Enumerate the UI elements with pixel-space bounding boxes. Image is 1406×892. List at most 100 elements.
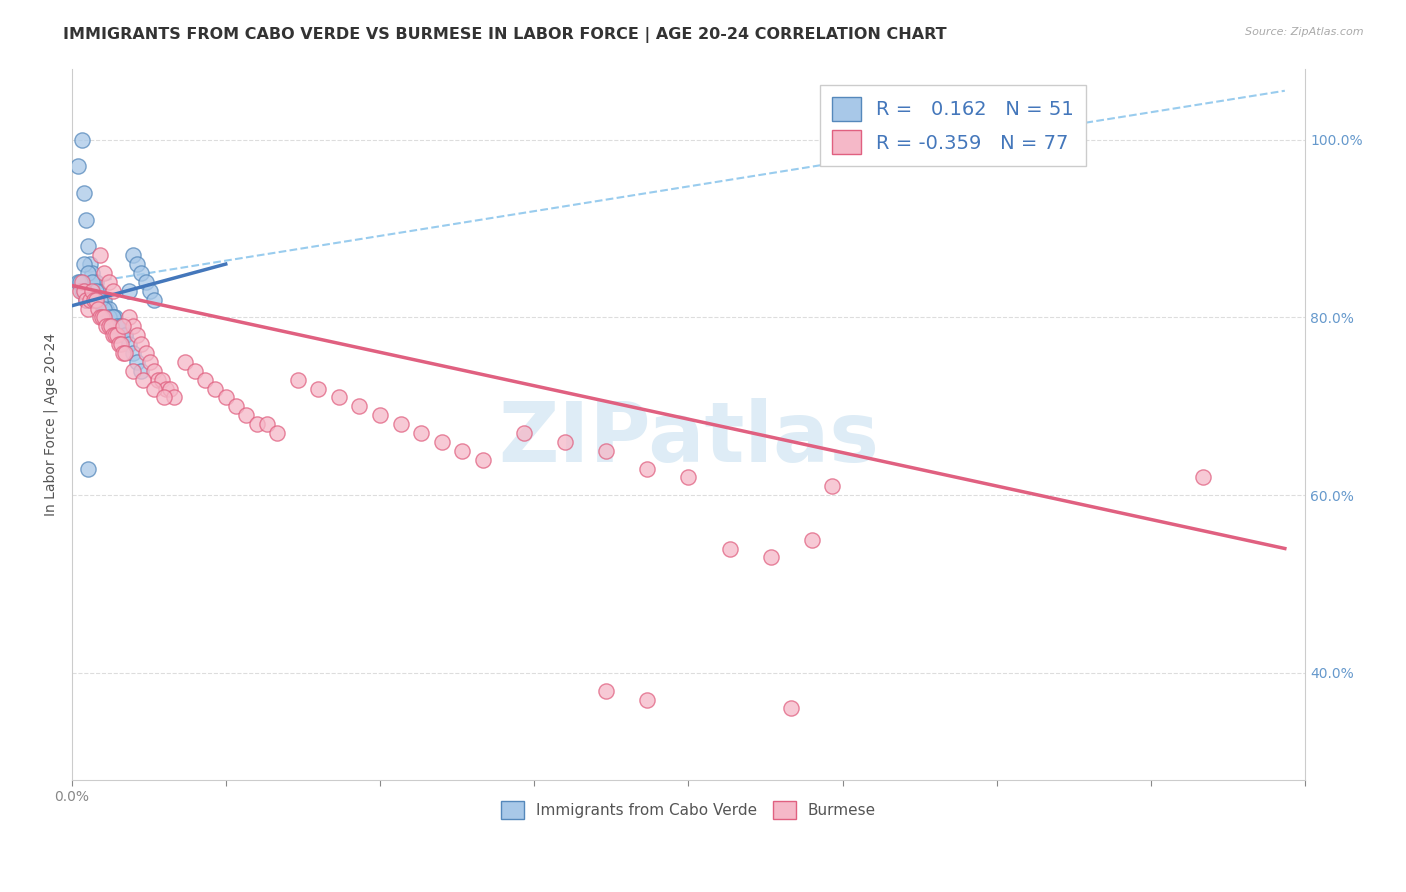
Point bbox=[146, 373, 169, 387]
Point bbox=[132, 373, 155, 387]
Point bbox=[66, 275, 89, 289]
Point bbox=[101, 328, 124, 343]
Point bbox=[108, 319, 131, 334]
Point bbox=[89, 248, 111, 262]
Point bbox=[110, 319, 132, 334]
Point bbox=[73, 186, 96, 200]
Point bbox=[759, 550, 782, 565]
Point bbox=[73, 257, 96, 271]
Text: ZIPatlas: ZIPatlas bbox=[498, 398, 879, 479]
Point bbox=[93, 266, 115, 280]
Point bbox=[287, 373, 309, 387]
Text: IMMIGRANTS FROM CABO VERDE VS BURMESE IN LABOR FORCE | AGE 20-24 CORRELATION CHA: IMMIGRANTS FROM CABO VERDE VS BURMESE IN… bbox=[63, 27, 946, 43]
Point bbox=[70, 133, 93, 147]
Point bbox=[66, 159, 89, 173]
Point bbox=[159, 382, 181, 396]
Point bbox=[256, 417, 278, 431]
Point bbox=[104, 328, 127, 343]
Point bbox=[636, 461, 658, 475]
Point bbox=[118, 310, 141, 325]
Point bbox=[127, 328, 149, 343]
Point bbox=[80, 284, 103, 298]
Point bbox=[75, 293, 97, 307]
Point bbox=[142, 364, 165, 378]
Point bbox=[91, 293, 114, 307]
Point bbox=[77, 266, 100, 280]
Point bbox=[215, 391, 238, 405]
Point bbox=[163, 391, 186, 405]
Point bbox=[105, 319, 128, 334]
Point bbox=[93, 293, 115, 307]
Point bbox=[595, 443, 617, 458]
Y-axis label: In Labor Force | Age 20-24: In Labor Force | Age 20-24 bbox=[44, 333, 58, 516]
Point bbox=[105, 328, 128, 343]
Point bbox=[96, 301, 118, 316]
Point bbox=[678, 470, 700, 484]
Point bbox=[80, 266, 103, 280]
Point bbox=[69, 275, 91, 289]
Point bbox=[368, 408, 391, 422]
Point bbox=[118, 284, 141, 298]
Point bbox=[83, 293, 105, 307]
Point bbox=[80, 275, 103, 289]
Point bbox=[245, 417, 267, 431]
Point bbox=[718, 541, 741, 556]
Point bbox=[77, 239, 100, 253]
Point bbox=[150, 373, 173, 387]
Point bbox=[122, 248, 145, 262]
Point bbox=[89, 310, 111, 325]
Point bbox=[87, 301, 110, 316]
Point bbox=[89, 293, 111, 307]
Point bbox=[127, 355, 149, 369]
Point bbox=[89, 293, 111, 307]
Point bbox=[389, 417, 412, 431]
Point bbox=[97, 301, 120, 316]
Point bbox=[111, 319, 134, 334]
Point bbox=[104, 310, 127, 325]
Point bbox=[800, 533, 823, 547]
Point bbox=[70, 275, 93, 289]
Point bbox=[79, 293, 101, 307]
Point bbox=[780, 701, 803, 715]
Point bbox=[73, 284, 96, 298]
Point bbox=[142, 293, 165, 307]
Point bbox=[110, 319, 132, 334]
Point bbox=[194, 373, 217, 387]
Point bbox=[69, 284, 91, 298]
Point bbox=[84, 293, 107, 307]
Point bbox=[83, 275, 105, 289]
Point bbox=[266, 425, 288, 440]
Point bbox=[131, 337, 153, 351]
Point bbox=[235, 408, 257, 422]
Point bbox=[636, 692, 658, 706]
Point bbox=[204, 382, 226, 396]
Point bbox=[155, 382, 177, 396]
Point bbox=[430, 434, 453, 449]
Point bbox=[111, 328, 134, 343]
Point bbox=[135, 346, 157, 360]
Point bbox=[111, 346, 134, 360]
Point bbox=[138, 355, 160, 369]
Point bbox=[349, 399, 371, 413]
Point bbox=[153, 391, 176, 405]
Point bbox=[97, 310, 120, 325]
Text: Source: ZipAtlas.com: Source: ZipAtlas.com bbox=[1246, 27, 1364, 37]
Point bbox=[93, 310, 115, 325]
Point bbox=[79, 257, 101, 271]
Point bbox=[451, 443, 474, 458]
Point bbox=[77, 461, 100, 475]
Point bbox=[471, 452, 494, 467]
Point bbox=[101, 284, 124, 298]
Point bbox=[131, 364, 153, 378]
Point bbox=[328, 391, 350, 405]
Point bbox=[821, 479, 844, 493]
Point bbox=[131, 266, 153, 280]
Point bbox=[114, 328, 136, 343]
Point bbox=[225, 399, 247, 413]
Point bbox=[110, 337, 132, 351]
Point bbox=[77, 301, 100, 316]
Point bbox=[87, 284, 110, 298]
Point bbox=[93, 301, 115, 316]
Point bbox=[84, 275, 107, 289]
Point bbox=[96, 319, 118, 334]
